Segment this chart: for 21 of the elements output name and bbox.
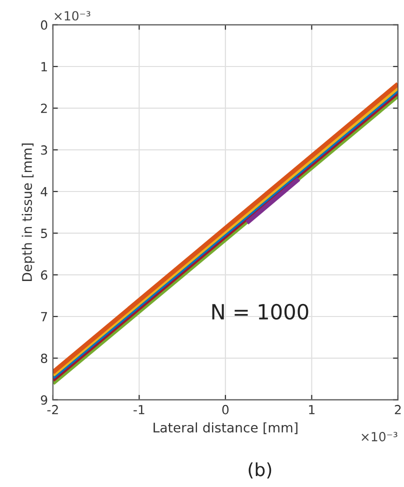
y-tick-label: 1 — [41, 62, 47, 72]
y-tick-label: 0 — [40, 20, 48, 30]
y-tick-label: 9 — [40, 395, 48, 405]
y-tick-label: 7 — [41, 312, 47, 322]
y-tick-label: 5 — [41, 228, 47, 238]
y-axis-title: Depth in tissue [mm] — [22, 144, 35, 281]
y-tick-label: 4 — [40, 187, 48, 196]
y-tick-label: 6 — [40, 270, 48, 280]
text: (b) — [248, 462, 272, 478]
x-tick-label: 1 — [309, 405, 315, 414]
x-axis-title: Lateral distance [mm] — [154, 422, 298, 434]
x-tick-label: 0 — [222, 404, 229, 414]
text: ×10⁻³ — [54, 11, 90, 21]
y-tick-label: 3 — [41, 145, 48, 155]
x-tick-label: -1 — [134, 405, 144, 414]
y-tick-label: 2 — [41, 104, 47, 113]
text: ×10⁻³ — [362, 432, 398, 442]
y-tick-label: 8 — [40, 354, 48, 364]
annotation: N = 1000 — [212, 304, 308, 320]
x-tick-label: -2 — [47, 404, 58, 414]
x-tick-label: 2 — [394, 404, 401, 414]
